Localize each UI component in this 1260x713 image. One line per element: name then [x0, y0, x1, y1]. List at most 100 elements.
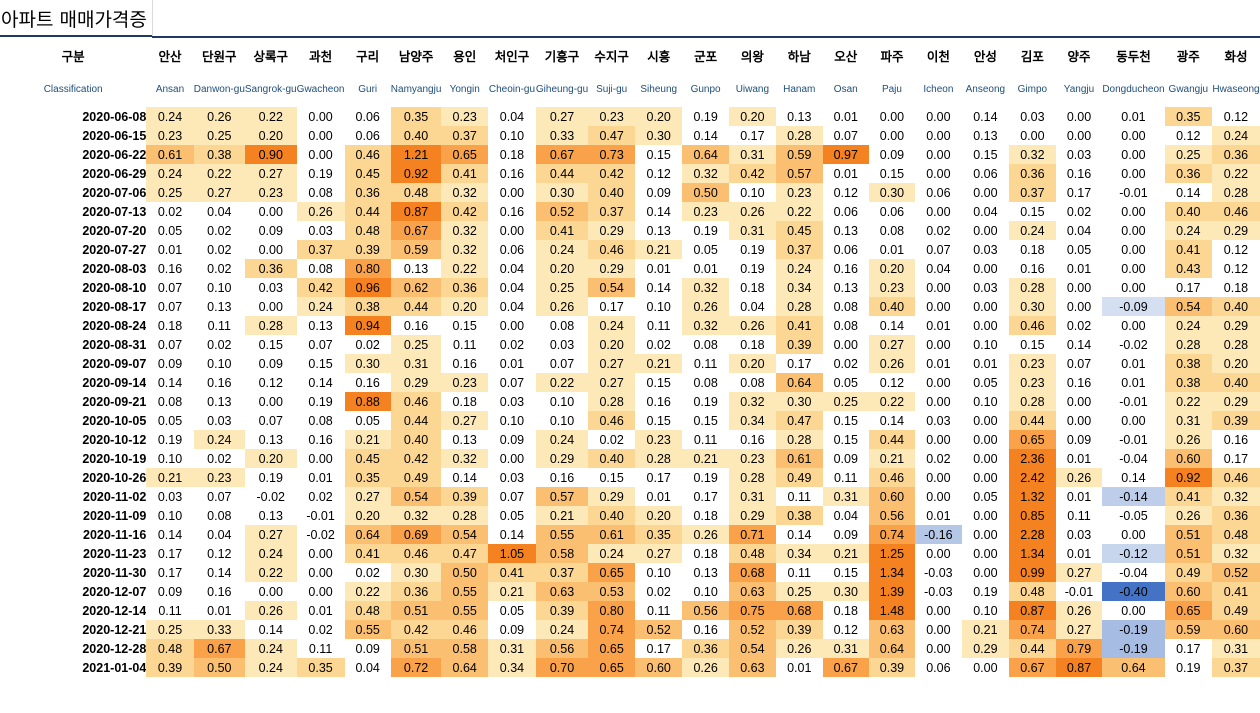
value-cell: 0.59	[1164, 620, 1212, 639]
value-cell: 0.27	[244, 164, 297, 183]
value-cell: 0.00	[961, 544, 1010, 563]
value-cell: 0.52	[535, 202, 589, 221]
value-cell: 0.01	[296, 601, 345, 620]
value-cell: 0.01	[296, 468, 345, 487]
row-date: 2020-08-31	[82, 337, 147, 352]
value-cell: 0.44	[390, 297, 442, 316]
value-cell: 0.09	[146, 354, 194, 373]
value-cell: 0.18	[1009, 240, 1056, 259]
column-header-en: Yongin	[449, 83, 480, 95]
value-cell: 0.14	[146, 373, 194, 392]
value-cell: 0.03	[1055, 525, 1103, 544]
value-cell: 0.13	[635, 221, 683, 240]
value-cell: 0.21	[535, 506, 589, 525]
value-cell: 0.47	[775, 411, 823, 430]
value-cell: 0.44	[344, 202, 391, 221]
value-cell: 0.23	[441, 107, 489, 126]
value-cell: 0.02	[1055, 316, 1103, 335]
value-cell: 0.64	[1102, 658, 1165, 677]
value-cell: 0.19	[296, 164, 345, 183]
value-cell: 0.03	[146, 487, 194, 506]
value-cell: 0.28	[775, 297, 823, 316]
value-cell: 0.17	[1164, 639, 1212, 658]
value-cell: 0.36	[1211, 506, 1260, 525]
value-cell: 0.00	[822, 335, 869, 354]
value-cell: 0.29	[390, 373, 442, 392]
value-cell: 0.48	[728, 544, 776, 563]
value-cell: 0.28	[441, 506, 489, 525]
value-cell: 0.00	[1102, 316, 1165, 335]
column-header-ko: 용인	[453, 48, 477, 64]
value-cell: 0.00	[1102, 259, 1165, 278]
value-cell: 0.00	[244, 202, 297, 221]
value-cell: 0.29	[1211, 316, 1260, 335]
value-cell: 0.39	[146, 658, 194, 677]
value-cell: 0.40	[390, 430, 442, 449]
value-cell: 0.40	[390, 126, 442, 145]
value-cell: 0.40	[1164, 202, 1212, 221]
value-cell: 0.00	[961, 506, 1010, 525]
header-border	[0, 35, 152, 37]
value-cell: 0.63	[728, 658, 776, 677]
value-cell: 0.67	[535, 145, 589, 164]
value-cell: 0.22	[535, 373, 589, 392]
value-cell: 0.05	[1055, 240, 1103, 259]
value-cell: 0.08	[682, 335, 729, 354]
value-cell: 0.06	[344, 107, 391, 126]
table-row: 2020-12-07 0.09 0.16 0.00 0.00 0.22 0.36 0.55 0.…	[0, 582, 1260, 601]
value-cell: 0.24	[588, 544, 636, 563]
value-cell: 0.00	[915, 487, 962, 506]
value-cell: 0.37	[296, 240, 345, 259]
value-cell: 0.00	[915, 601, 962, 620]
value-cell: 0.03	[244, 278, 297, 297]
value-cell: 0.24	[1211, 126, 1260, 145]
value-cell: 0.00	[915, 468, 962, 487]
value-cell: 0.32	[441, 449, 489, 468]
value-cell: 0.25	[775, 582, 823, 601]
value-cell: 0.60	[1164, 582, 1212, 601]
value-cell: 0.49	[1211, 601, 1260, 620]
value-cell: 0.56	[682, 601, 729, 620]
column-header-en: Hwaseong	[1212, 83, 1260, 95]
value-cell: -0.05	[1102, 506, 1165, 525]
header-row-english: Classification Ansan Danwon-gu Sangrok-gu G…	[0, 72, 1260, 107]
value-cell: 0.48	[390, 183, 442, 202]
value-cell: 0.03	[296, 221, 345, 240]
value-cell: 0.24	[146, 164, 194, 183]
column-header-en: Yangju	[1063, 83, 1095, 95]
value-cell: 0.00	[296, 145, 345, 164]
value-cell: 0.21	[488, 582, 536, 601]
value-cell: 0.14	[1055, 335, 1103, 354]
value-cell: 0.12	[868, 373, 916, 392]
value-cell: 0.02	[915, 221, 962, 240]
value-cell: 0.17	[635, 468, 683, 487]
value-cell: 0.25	[535, 278, 589, 297]
value-cell: 0.53	[588, 582, 636, 601]
value-cell: 0.41	[441, 164, 489, 183]
value-cell: 0.31	[488, 639, 536, 658]
value-cell: 0.03	[488, 392, 536, 411]
value-cell: 0.44	[1009, 411, 1056, 430]
value-cell: 0.14	[441, 468, 489, 487]
value-cell: 0.41	[488, 563, 536, 582]
value-cell: 0.72	[390, 658, 442, 677]
column-header-en: Giheung-gu	[535, 83, 589, 95]
value-cell: 0.47	[441, 544, 489, 563]
value-cell: 0.67	[193, 639, 245, 658]
value-cell: 0.02	[193, 259, 245, 278]
value-cell: 0.14	[682, 126, 729, 145]
value-cell: 0.12	[1211, 107, 1260, 126]
header-row-korean: 구분 안산 단원구 상록구 과천 구리 남양주 용인 처인구 기흥구 수지구 시흥 군포 의왕 하남 오산 파…	[0, 38, 1260, 72]
value-cell: 0.01	[1055, 449, 1103, 468]
row-date: 2020-12-07	[82, 584, 147, 599]
value-cell: 0.37	[1009, 183, 1056, 202]
value-cell: 0.00	[1055, 392, 1103, 411]
value-cell: 0.26	[682, 658, 729, 677]
value-cell: 0.15	[635, 145, 683, 164]
value-cell: 0.15	[1009, 335, 1056, 354]
value-cell: 0.08	[868, 221, 916, 240]
column-header-ko: 안성	[973, 48, 997, 64]
value-cell: 0.07	[488, 487, 536, 506]
value-cell: 0.65	[1009, 430, 1056, 449]
table-row: 2020-07-06 0.25 0.27 0.23 0.08 0.36 0.48 0.32 0.…	[0, 183, 1260, 202]
